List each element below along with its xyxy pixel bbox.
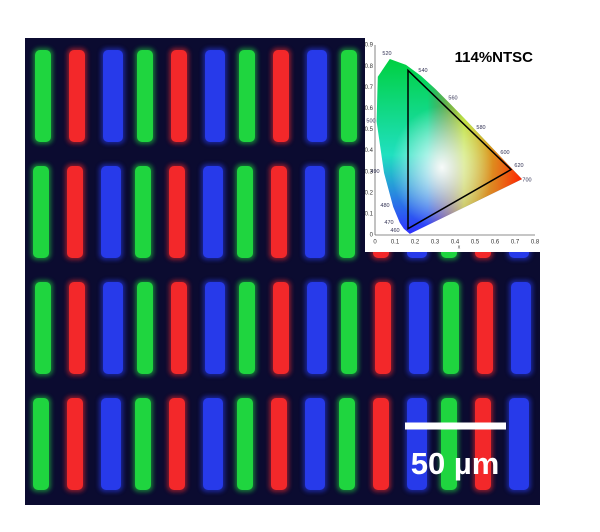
subpixel xyxy=(271,166,287,258)
subpixel xyxy=(307,50,327,142)
y-tick-label: 0.8 xyxy=(365,64,374,70)
scale-label: 50 µm xyxy=(411,446,500,481)
subpixel xyxy=(205,50,225,142)
x-tick-label: 0 xyxy=(373,240,377,246)
wavelength-label: 460 xyxy=(390,228,399,234)
subpixel xyxy=(35,50,51,142)
subpixel xyxy=(137,50,153,142)
subpixel xyxy=(69,282,85,374)
subpixel xyxy=(203,166,223,258)
subpixel xyxy=(103,50,123,142)
wavelength-label: 600 xyxy=(500,150,509,156)
wavelength-label: 700 xyxy=(522,178,531,184)
subpixel xyxy=(341,282,357,374)
subpixel xyxy=(203,398,223,490)
gamut-white xyxy=(376,59,522,234)
subpixel xyxy=(441,398,457,490)
subpixel xyxy=(341,50,357,142)
subpixel xyxy=(169,166,185,258)
y-tick-label: 0.4 xyxy=(365,148,374,154)
subpixel xyxy=(237,166,253,258)
subpixel xyxy=(69,50,85,142)
x-tick-label: 0.8 xyxy=(531,240,540,246)
y-tick-label: 0.9 xyxy=(365,43,374,49)
x-tick-label: 0.6 xyxy=(491,240,500,246)
subpixel xyxy=(67,398,83,490)
wavelength-label: 620 xyxy=(514,163,523,169)
y-tick-label: 0 xyxy=(370,233,374,239)
subpixel xyxy=(305,166,325,258)
ntsc-triangle xyxy=(407,68,513,230)
y-tick-label: 0.5 xyxy=(365,127,374,133)
subpixel xyxy=(511,282,531,374)
subpixel xyxy=(135,166,151,258)
x-axis-label: x xyxy=(458,244,461,250)
subpixel xyxy=(137,282,153,374)
wavelength-label: 580 xyxy=(476,125,485,131)
wavelength-label: 480 xyxy=(380,203,389,209)
subpixel xyxy=(101,166,121,258)
y-tick-label: 0.2 xyxy=(365,190,374,196)
subpixel xyxy=(409,282,429,374)
wavelength-label: 540 xyxy=(418,68,427,74)
subpixel xyxy=(475,398,491,490)
subpixel xyxy=(35,282,51,374)
subpixel xyxy=(101,398,121,490)
x-tick-label: 0.7 xyxy=(511,240,520,246)
x-tick-label: 0.5 xyxy=(471,240,480,246)
subpixel xyxy=(205,282,225,374)
subpixel xyxy=(239,50,255,142)
subpixel xyxy=(443,282,459,374)
y-tick-label: 0.1 xyxy=(365,211,374,217)
subpixel xyxy=(33,398,49,490)
y-tick-label: 0.7 xyxy=(365,85,374,91)
subpixel xyxy=(67,166,83,258)
subpixel xyxy=(135,398,151,490)
subpixels xyxy=(31,48,533,492)
subpixel xyxy=(103,282,123,374)
subpixel xyxy=(239,282,255,374)
subpixel xyxy=(33,166,49,258)
subpixel xyxy=(237,398,253,490)
wavelength-label: 500 xyxy=(366,119,375,125)
inset-chart: 0 0.1 0.2 0.3 0.4 0.5 0.6 0.7 0.8 0 0.1 0.2 0.3 0.4 0.… xyxy=(365,38,540,252)
subpixel xyxy=(477,282,493,374)
wavelength-label: 490 xyxy=(370,169,379,175)
x-tick-label: 0.1 xyxy=(391,240,400,246)
subpixel xyxy=(307,282,327,374)
subpixel xyxy=(271,398,287,490)
subpixel xyxy=(339,166,355,258)
subpixel xyxy=(509,398,529,490)
subpixel xyxy=(169,398,185,490)
subpixel xyxy=(273,50,289,142)
x-tick-label: 0.4 xyxy=(451,240,460,246)
subpixel xyxy=(171,282,187,374)
subpixel xyxy=(171,50,187,142)
wavelength-label: 470 xyxy=(384,220,393,226)
subpixel xyxy=(273,282,289,374)
wavelength-label: 520 xyxy=(382,51,391,57)
subpixel xyxy=(305,398,325,490)
inset-title: 114%NTSC xyxy=(455,49,534,66)
y-tick-label: 0.6 xyxy=(365,106,374,112)
subpixel xyxy=(375,282,391,374)
x-tick-label: 0.2 xyxy=(411,240,420,246)
x-tick-label: 0.3 xyxy=(431,240,440,246)
wavelength-label: 560 xyxy=(448,95,457,101)
y-tick-label: 0.3 xyxy=(365,169,374,175)
subpixel xyxy=(407,398,427,490)
subpixel xyxy=(373,398,389,490)
subpixel xyxy=(339,398,355,490)
